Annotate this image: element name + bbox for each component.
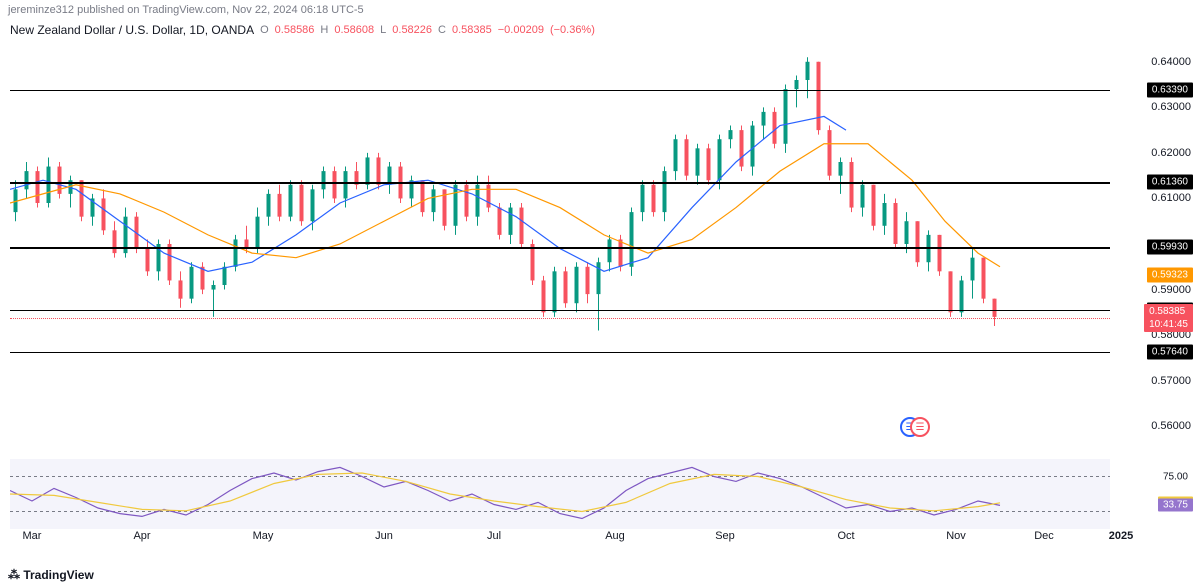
- y-tick: 0.59000: [1151, 284, 1191, 296]
- logo-text: TradingView: [23, 568, 93, 582]
- time-x-axis[interactable]: MarAprMayJunJulAugSepOctNovDec2025: [10, 524, 1110, 544]
- ohlc-low-label: L: [380, 24, 386, 36]
- x-tick: Sep: [715, 530, 735, 542]
- price-tag: 0.5838510:41:45: [1144, 304, 1193, 332]
- price-tag: 0.61360: [1147, 175, 1193, 190]
- y-tick: 0.57000: [1151, 375, 1191, 387]
- x-tick: Jul: [487, 530, 501, 542]
- tradingview-logo[interactable]: ⁂ TradingView: [8, 568, 94, 582]
- ohlc-high-label: H: [320, 24, 328, 36]
- price-tag: 0.59323: [1147, 267, 1193, 282]
- price-tag: 0.63390: [1147, 82, 1193, 97]
- ohlc-change-pct: (−0.36%): [550, 24, 595, 36]
- x-tick: Apr: [133, 530, 150, 542]
- economic-event-icon[interactable]: ☰: [910, 417, 930, 437]
- price-tag: 0.57640: [1147, 344, 1193, 359]
- x-tick: Nov: [946, 530, 966, 542]
- ohlc-open-label: O: [260, 24, 269, 36]
- chart-area[interactable]: ☰ ☰ 0.640000.630000.620000.610000.600000…: [0, 39, 1195, 544]
- price-chart[interactable]: ☰ ☰: [10, 39, 1110, 449]
- price-y-axis[interactable]: 0.640000.630000.620000.610000.600000.590…: [1120, 39, 1195, 449]
- ohlc-open-value: 0.58586: [275, 24, 315, 36]
- x-tick: Aug: [605, 530, 625, 542]
- y-tick: 0.64000: [1151, 56, 1191, 68]
- publish-info: jereminze312 published on TradingView.co…: [0, 0, 1195, 20]
- horizontal-line[interactable]: [10, 318, 1110, 319]
- price-chart-svg[interactable]: [10, 39, 1110, 449]
- ohlc-low-value: 0.58226: [392, 24, 432, 36]
- y-tick: 0.61000: [1151, 192, 1191, 204]
- symbol-name[interactable]: New Zealand Dollar / U.S. Dollar, 1D, OA…: [10, 23, 254, 37]
- x-tick: 2025: [1109, 530, 1133, 542]
- indicator-y-axis[interactable]: 75.0037.3933.75: [1120, 459, 1195, 529]
- horizontal-line[interactable]: [10, 182, 1110, 184]
- horizontal-line[interactable]: [10, 90, 1110, 92]
- symbol-info-row: New Zealand Dollar / U.S. Dollar, 1D, OA…: [0, 20, 1195, 39]
- ohlc-close-label: C: [438, 24, 446, 36]
- logo-icon: ⁂: [8, 568, 20, 582]
- stochastic-indicator[interactable]: [10, 459, 1110, 529]
- x-tick: Mar: [23, 530, 42, 542]
- horizontal-line[interactable]: [10, 352, 1110, 354]
- ohlc-close-value: 0.58385: [452, 24, 492, 36]
- y-tick: 0.62000: [1151, 147, 1191, 159]
- horizontal-line[interactable]: [10, 247, 1110, 249]
- x-tick: Jun: [375, 530, 393, 542]
- x-tick: May: [253, 530, 274, 542]
- y-tick: 0.63000: [1151, 101, 1191, 113]
- x-tick: Oct: [837, 530, 854, 542]
- indicator-svg[interactable]: [10, 459, 1110, 529]
- ohlc-change-value: −0.00209: [498, 24, 544, 36]
- horizontal-line[interactable]: [10, 310, 1110, 312]
- indicator-tag: 75.00: [1158, 470, 1193, 483]
- price-tag: 0.59930: [1147, 240, 1193, 255]
- ohlc-high-value: 0.58608: [334, 24, 374, 36]
- x-tick: Dec: [1034, 530, 1054, 542]
- y-tick: 0.56000: [1151, 420, 1191, 432]
- indicator-tag: 33.75: [1158, 499, 1193, 512]
